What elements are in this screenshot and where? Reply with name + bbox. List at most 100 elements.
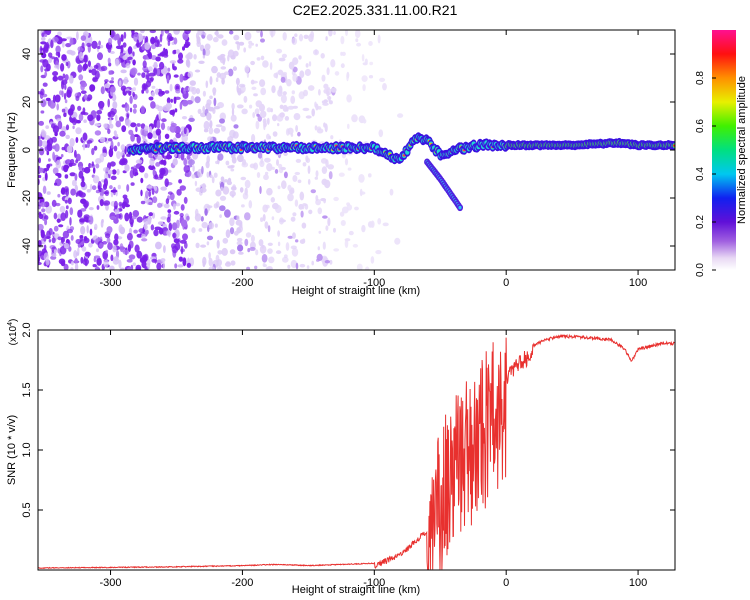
spectrogram-noise-dot (240, 176, 247, 181)
spectrogram-noise-dot (164, 133, 170, 139)
spectrogram-noise-dot (153, 175, 159, 180)
spectrogram-noise-dot (346, 94, 352, 103)
spectrogram-noise-dot (277, 185, 281, 190)
spectrogram-noise-dot (151, 188, 155, 196)
spectrogram-noise-dot (57, 120, 63, 130)
spectrogram-noise-dot (69, 207, 74, 216)
spectrogram-noise-dot (359, 188, 363, 197)
spectrogram-noise-dot (141, 260, 147, 269)
spectrogram-noise-dot (201, 183, 206, 190)
spectrogram-noise-dot (63, 106, 69, 115)
spectrogram-noise-dot (65, 43, 72, 48)
spectrogram-noise-dot (206, 241, 210, 246)
spectrogram-noise-dot (304, 68, 311, 77)
spectrogram-noise-dot (99, 199, 104, 207)
spectrogram-noise-dot (140, 189, 143, 197)
spectrogram-noise-dot (122, 42, 127, 48)
spectrogram-noise-dot (163, 245, 166, 254)
spectrogram-noise-dot (89, 228, 93, 236)
spectrogram-noise-dot (167, 191, 173, 195)
chart-title: C2E2.2025.331.11.00.R21 (292, 2, 458, 18)
spectrogram-noise-dot (290, 133, 294, 137)
spectrogram-noise-dot (287, 184, 292, 191)
spectrogram-noise-dot (295, 158, 302, 163)
spectrogram-noise-dot (271, 216, 275, 221)
spectrogram-noise-dot (187, 71, 194, 78)
spectrogram-noise-dot (277, 123, 280, 127)
spectrogram-noise-dot (41, 32, 45, 38)
spectrogram-noise-dot (77, 46, 84, 52)
spectrogram-noise-dot (356, 42, 362, 47)
spectrogram-noise-dot (164, 30, 170, 34)
spectrogram-noise-dot (117, 184, 121, 190)
spectrogram-noise-dot (74, 173, 78, 182)
spectrogram-noise-dot (250, 79, 255, 85)
spectrogram-noise-dot (160, 69, 167, 74)
spectrogram-noise-dot (94, 130, 102, 136)
spectrogram-noise-dot (202, 54, 206, 59)
spectrogram-noise-dot (125, 62, 131, 69)
spectrogram-noise-dot (120, 267, 125, 270)
spectrogram-noise-dot (182, 87, 187, 95)
spectrogram-noise-dot (121, 158, 128, 166)
spectrogram-noise-dot (160, 122, 166, 130)
spectrogram-noise-dot (38, 157, 41, 164)
spectrogram-noise-dot (225, 229, 231, 239)
spectrogram-noise-dot (78, 51, 84, 61)
spectrogram-noise-dot (65, 124, 70, 131)
spectrogram-noise-dot (216, 239, 220, 249)
spectrogram-noise-dot (90, 110, 97, 119)
spectrogram-noise-dot (206, 235, 214, 241)
colorbar (712, 30, 736, 270)
spectrogram-noise-dot (194, 96, 201, 104)
spectrogram-noise-dot (188, 117, 195, 122)
spectrogram-noise-dot (75, 239, 81, 244)
snr-ytick-label: 0.5 (21, 502, 33, 517)
spectrogram-noise-dot (144, 172, 149, 179)
spectrogram-noise-dot (229, 190, 236, 197)
spectrogram-noise-dot (333, 196, 339, 202)
spectrogram-noise-dot (230, 55, 236, 60)
spectrogram-noise-dot (63, 92, 67, 100)
spectrogram-noise-dot (57, 173, 62, 178)
spectrogram-noise-dot (321, 166, 328, 175)
spectrogram-noise-dot (229, 217, 235, 227)
spectrogram-noise-dot (132, 87, 136, 92)
spectrogram-noise-dot (40, 99, 46, 108)
spectrogram-noise-dot (358, 174, 365, 183)
spectrogram-noise-dot (132, 262, 136, 267)
spectrogram-noise-dot (227, 136, 234, 142)
spectrogram-noise-dot (259, 186, 262, 194)
spectrogram-noise-dot (323, 99, 329, 103)
spectrogram-noise-dot (160, 258, 166, 263)
spectrogram-noise-dot (107, 111, 112, 118)
spectrogram-noise-dot (52, 36, 59, 43)
spectrogram-noise-dot (153, 66, 158, 76)
spectrogram-noise-dot (194, 180, 198, 187)
spectrogram-noise-dot (290, 216, 296, 222)
spectrogram-noise-dot (130, 182, 135, 186)
spectrogram-noise-dot (270, 197, 275, 203)
spectrogram-noise-dot (38, 147, 45, 156)
spectrogram-noise-dot (305, 115, 312, 119)
spectrogram-noise-dot (280, 166, 286, 171)
spectrogram-noise-dot (281, 53, 287, 59)
spectrogram-noise-dot (254, 265, 258, 270)
spectrogram-noise-dot (146, 185, 153, 189)
spectrogram-noise-dot (57, 193, 61, 198)
snr-xlabel: Height of straight line (km) (292, 584, 420, 596)
spectrogram-noise-dot (215, 160, 219, 165)
spectrogram-noise-dot (81, 42, 85, 49)
spectrogram-noise-dot (150, 43, 157, 50)
spectrogram-noise-dot (107, 137, 113, 142)
spectrogram-noise-dot (69, 75, 74, 84)
spectrogram-noise-dot (262, 60, 269, 68)
spectrogram-noise-dot (38, 211, 42, 217)
spectrogram-noise-dot (135, 163, 142, 169)
spectrogram-noise-dot (121, 125, 127, 133)
spectrogram-noise-dot (317, 207, 323, 215)
spectrogram-noise-dot (303, 89, 308, 97)
spectrogram-noise-dot (311, 108, 316, 117)
spectrogram-noise-dot (66, 89, 72, 98)
spectrogram-noise-dot (66, 145, 73, 154)
